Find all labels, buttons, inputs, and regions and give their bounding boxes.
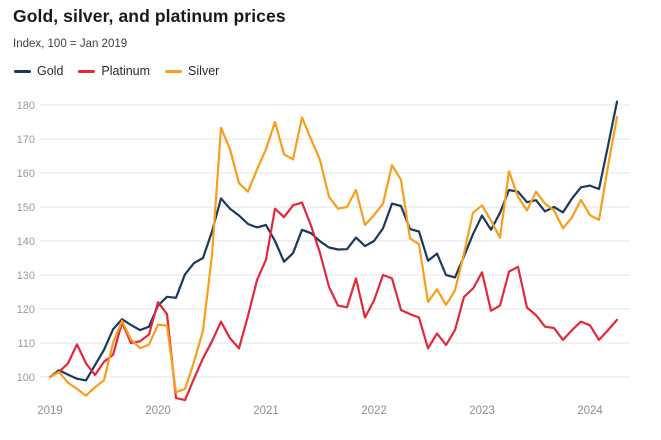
y-tick-label: 140 bbox=[17, 236, 35, 248]
x-tick-label: 2020 bbox=[145, 405, 171, 417]
legend-item-platinum: Platinum bbox=[78, 64, 150, 78]
y-tick-label: 170 bbox=[17, 134, 35, 146]
x-tick-label: 2019 bbox=[37, 405, 63, 417]
legend: Gold Platinum Silver bbox=[14, 64, 219, 78]
legend-swatch-platinum bbox=[78, 69, 96, 73]
x-tick-label: 2021 bbox=[253, 405, 279, 417]
y-tick-label: 130 bbox=[17, 270, 35, 282]
y-tick-label: 160 bbox=[17, 168, 35, 180]
y-tick-label: 110 bbox=[17, 338, 35, 350]
legend-label: Silver bbox=[188, 64, 220, 78]
silver-line bbox=[48, 115, 619, 397]
x-tick-label: 2024 bbox=[577, 405, 603, 417]
x-tick-label: 2023 bbox=[469, 405, 495, 417]
y-tick-label: 120 bbox=[17, 304, 35, 316]
gold-line bbox=[48, 100, 619, 382]
platinum-line bbox=[48, 201, 619, 402]
legend-label: Gold bbox=[37, 64, 64, 78]
chart-subtitle: Index, 100 = Jan 2019 bbox=[13, 38, 128, 50]
y-tick-label: 100 bbox=[17, 372, 35, 384]
chart-title: Gold, silver, and platinum prices bbox=[13, 6, 286, 26]
y-tick-label: 150 bbox=[17, 202, 35, 214]
x-tick-label: 2022 bbox=[361, 405, 387, 417]
legend-label: Platinum bbox=[101, 64, 151, 78]
y-tick-label: 180 bbox=[17, 100, 35, 112]
legend-item-silver: Silver bbox=[165, 64, 219, 78]
legend-item-gold: Gold bbox=[14, 64, 63, 78]
legend-swatch-gold bbox=[14, 69, 31, 73]
legend-swatch-silver bbox=[165, 69, 183, 73]
